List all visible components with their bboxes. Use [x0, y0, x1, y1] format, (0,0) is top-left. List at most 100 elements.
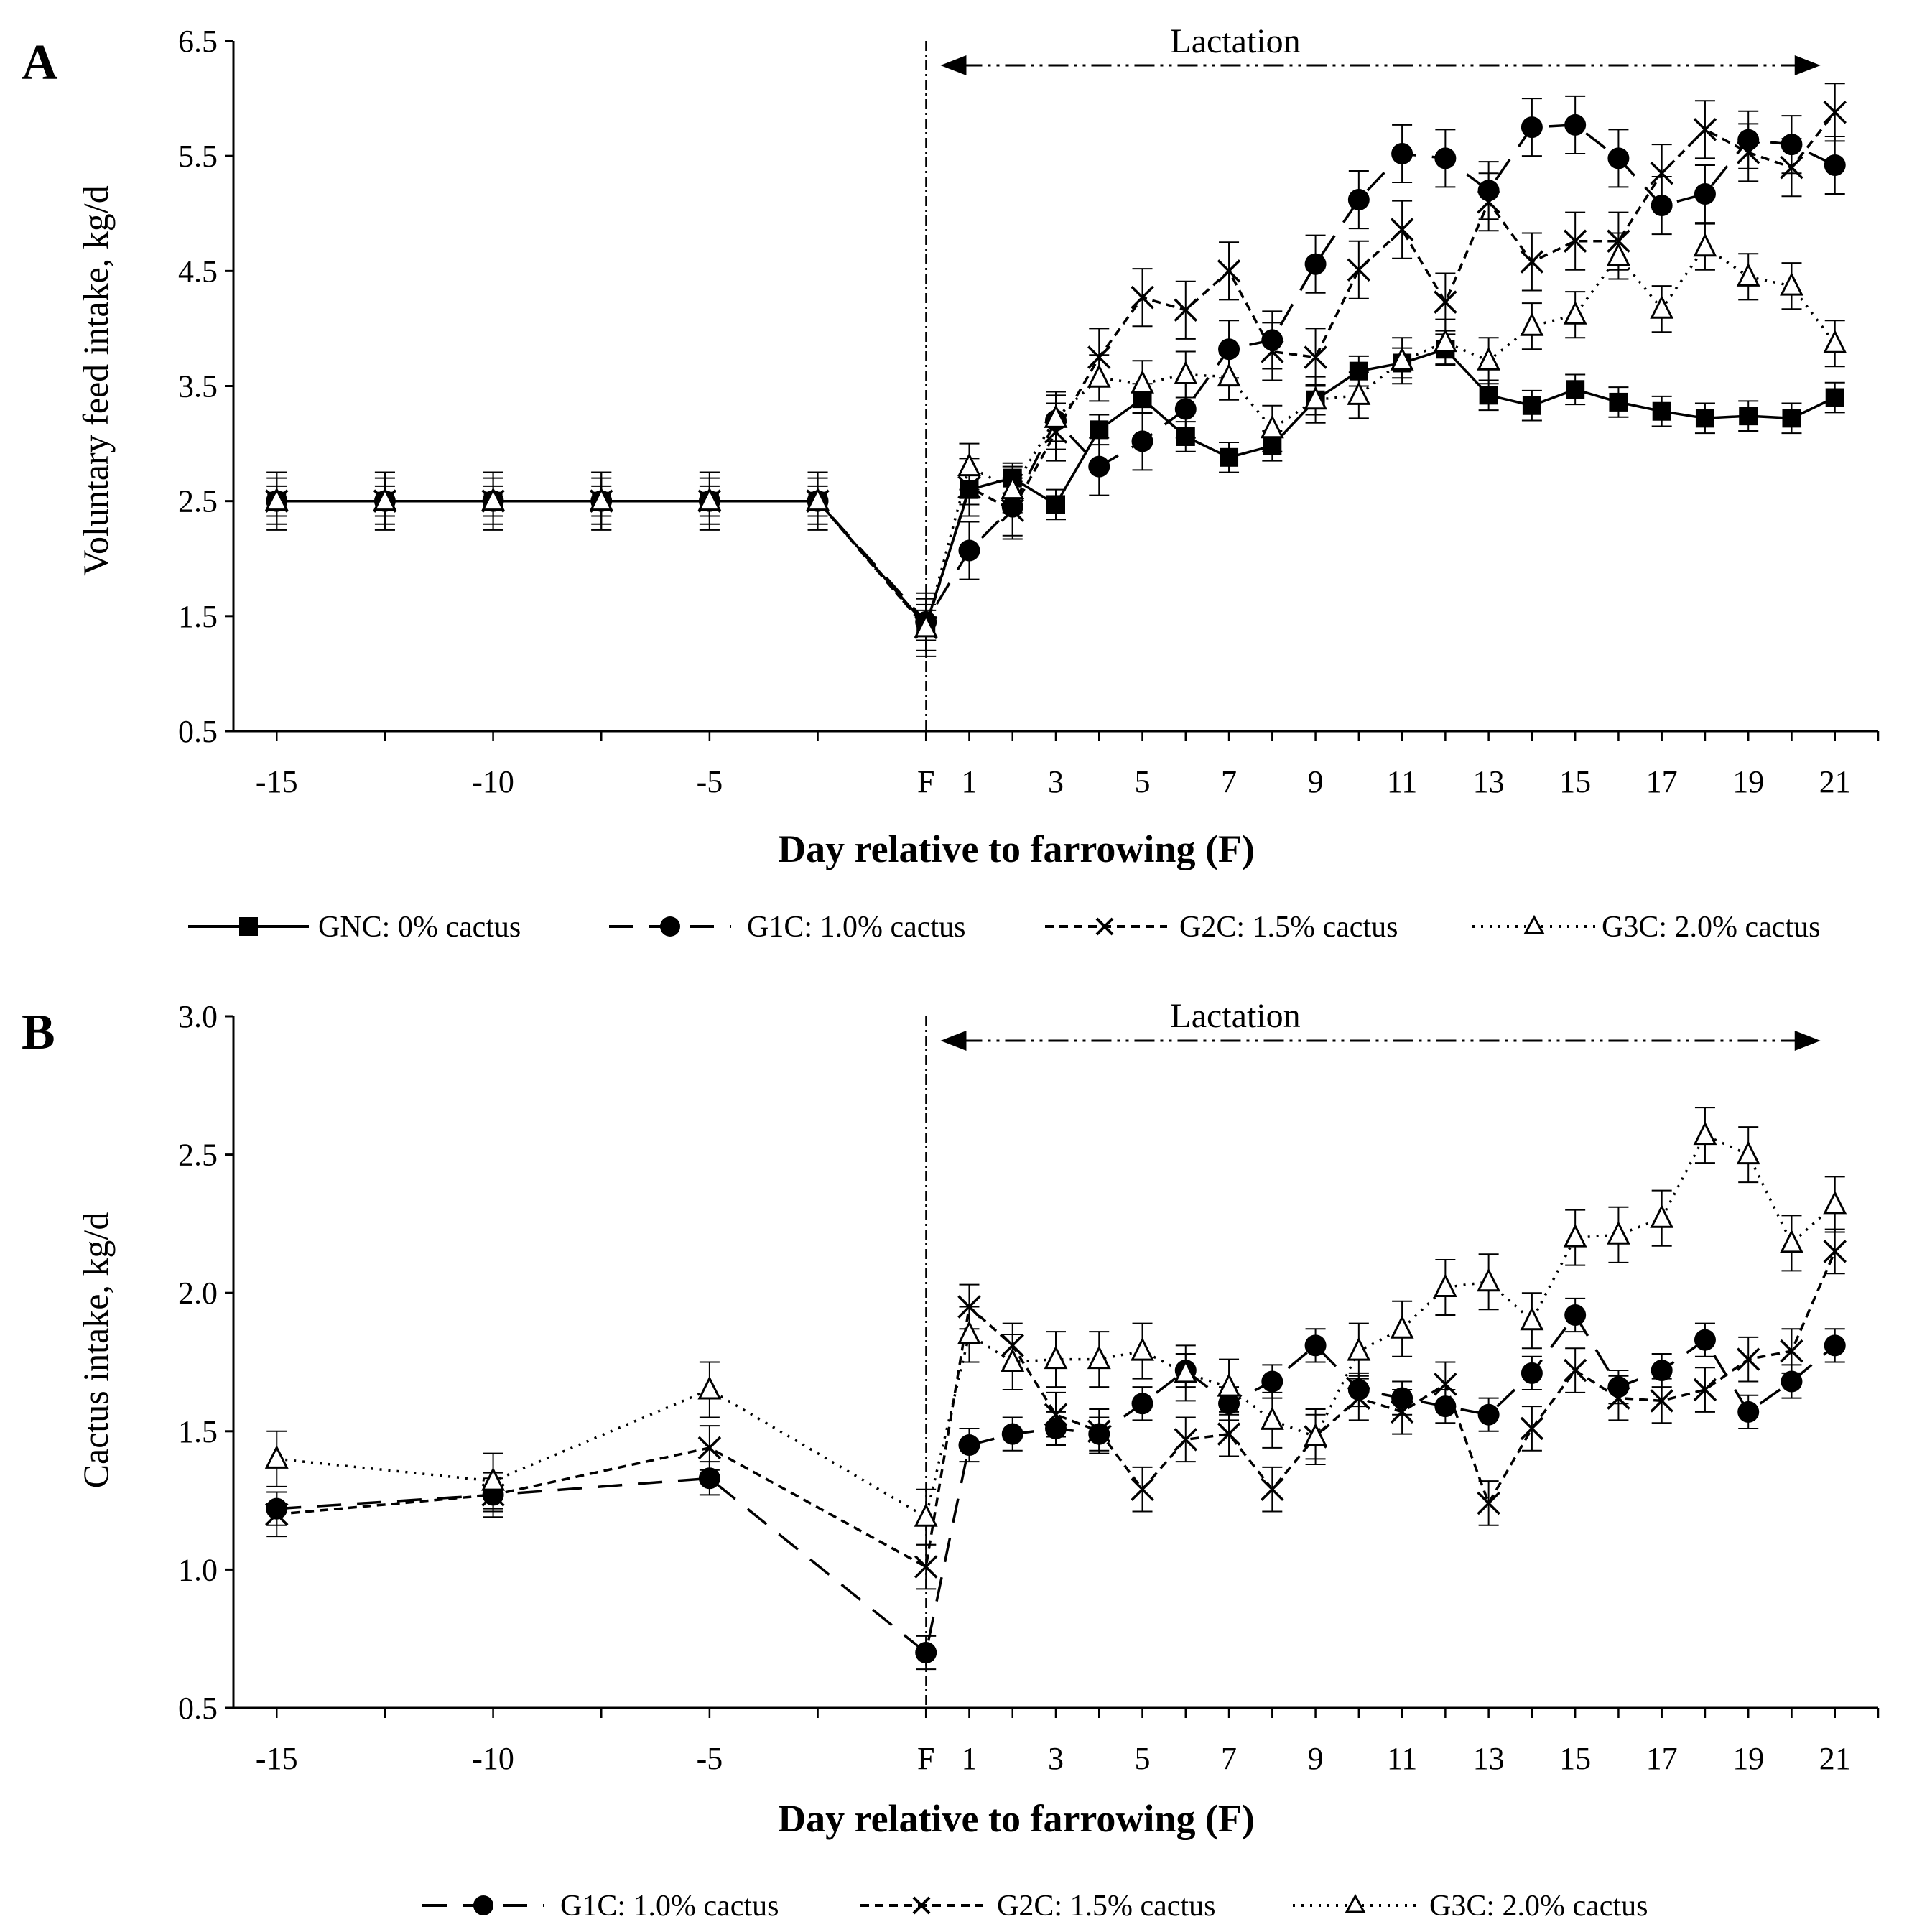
data-point-x: [1434, 290, 1457, 314]
data-point-triangle: [373, 487, 397, 511]
data-point-square: [1090, 420, 1109, 440]
data-point-x: [1693, 118, 1717, 141]
data-point-triangle: [1477, 346, 1501, 371]
series-line: [277, 111, 1837, 631]
data-point-x: [1650, 1389, 1673, 1413]
data-point-circle: [1131, 430, 1153, 452]
panel-a-y-axis-label: Voluntary feed intake, kg/d: [75, 185, 116, 575]
data-point-triangle: [1044, 1345, 1068, 1370]
x-tick-label: 5: [1135, 1741, 1151, 1776]
data-point-triangle: [1563, 300, 1587, 325]
data-point-x: [1823, 1240, 1847, 1263]
data-point-square: [1046, 495, 1065, 514]
series-line: [277, 245, 1837, 631]
data-point-circle: [1477, 1403, 1500, 1426]
panel-a-chart: A Voluntary feed intake, kg/d Day relati…: [22, 22, 1880, 944]
data-point-circle: [1564, 113, 1587, 136]
data-point-triangle: [697, 487, 722, 511]
x-tick-label: F: [917, 1741, 934, 1776]
data-point-x: [697, 1436, 722, 1460]
data-point-square: [1609, 392, 1628, 412]
legend-g2c-marker: [912, 1896, 931, 1915]
data-point-triangle: [1087, 363, 1111, 388]
data-point-triangle: [957, 452, 981, 477]
data-point-triangle: [1650, 1204, 1674, 1228]
data-point-circle: [1564, 1304, 1587, 1327]
series-x: [265, 1228, 1847, 1590]
panel-b-y-axis-label: Cactus intake, kg/d: [75, 1212, 116, 1489]
data-point-triangle: [806, 487, 830, 511]
data-point-triangle: [1001, 475, 1025, 500]
data-point-triangle: [1433, 1273, 1457, 1297]
data-point-x: [1347, 258, 1371, 282]
data-point-triangle: [1693, 1121, 1717, 1146]
panel-b-label: B: [22, 1005, 55, 1060]
y-tick-label: 2.5: [178, 484, 218, 519]
data-point-circle: [1651, 195, 1673, 217]
data-point-x: [1174, 1428, 1198, 1452]
data-point-circle: [1261, 1370, 1283, 1393]
data-point-triangle: [1174, 1359, 1198, 1383]
data-point-circle: [1391, 142, 1413, 164]
data-point-x: [1520, 1416, 1544, 1441]
data-point-triangle: [1823, 1190, 1847, 1215]
x-tick-label: 5: [1135, 764, 1151, 799]
data-point-triangle: [1520, 312, 1544, 336]
panel-a-lactation-label: Lactation: [1170, 22, 1300, 60]
data-point-triangle: [1304, 386, 1328, 410]
legend-g3c-label: G3C: 2.0% cactus: [1429, 1890, 1648, 1923]
data-point-triangle: [1087, 1345, 1111, 1370]
data-point-triangle: [1260, 1406, 1284, 1430]
x-tick-label: 19: [1732, 764, 1764, 799]
data-point-circle: [1737, 1401, 1760, 1423]
data-point-triangle: [1174, 361, 1198, 384]
y-tick-label: 1.5: [178, 1414, 218, 1449]
x-tick-label: 15: [1559, 1741, 1591, 1776]
series-triangle: [264, 1107, 1847, 1546]
data-point-x: [1174, 298, 1198, 322]
data-point-circle: [958, 539, 980, 562]
legend-g3c-marker: [1523, 914, 1545, 934]
data-point-triangle: [1433, 328, 1457, 353]
legend-g3c-marker: [1345, 1893, 1366, 1913]
data-point-triangle: [1823, 329, 1847, 353]
legend-gnc-label: GNC: 0% cactus: [318, 911, 521, 944]
data-point-circle: [1781, 1370, 1803, 1393]
data-point-x: [1390, 218, 1414, 241]
x-tick-label: 21: [1819, 764, 1851, 799]
data-point-circle: [1001, 1423, 1023, 1445]
lactation-arrow-right: [1794, 55, 1821, 75]
data-point-square: [1825, 388, 1844, 407]
x-tick-label: 3: [1048, 764, 1064, 799]
data-point-triangle: [1563, 1223, 1587, 1248]
series-circle: [266, 1297, 1846, 1671]
data-point-triangle: [1520, 1306, 1544, 1331]
data-point-circle: [1521, 116, 1543, 139]
x-tick-label: -5: [697, 764, 723, 799]
data-point-x: [1217, 1422, 1241, 1446]
x-tick-label: 7: [1221, 764, 1237, 799]
data-point-square: [1695, 409, 1714, 428]
data-point-triangle: [957, 1320, 981, 1344]
y-tick-label: 6.5: [178, 24, 218, 59]
data-point-x: [1131, 285, 1154, 310]
panel-a-label: A: [22, 35, 58, 90]
data-point-triangle: [1477, 1268, 1501, 1292]
legend-g3c-label: G3C: 2.0% cactus: [1602, 911, 1820, 944]
panel-b-x-axis-label: Day relative to farrowing (F): [778, 1797, 1255, 1840]
panel-b-chart: B Cactus intake, kg/d Day relative to fa…: [22, 997, 1880, 1923]
data-point-circle: [1088, 455, 1110, 478]
data-point-circle: [1824, 154, 1846, 176]
data-point-x: [1780, 1339, 1803, 1363]
data-point-circle: [958, 1434, 980, 1457]
x-tick-label: 1: [961, 764, 977, 799]
panel-b-legend: G1C: 1.0% cactus G2C: 1.5% cactus G3C: 2…: [422, 1890, 1648, 1923]
y-tick-label: 0.5: [178, 1691, 218, 1726]
series-line: [277, 124, 1836, 624]
x-tick-label: 9: [1308, 1741, 1324, 1776]
data-point-triangle: [264, 1444, 289, 1469]
data-point-triangle: [1217, 1373, 1241, 1397]
data-point-triangle: [481, 1467, 506, 1491]
data-point-circle: [1131, 1393, 1153, 1415]
data-point-circle: [1304, 253, 1327, 275]
